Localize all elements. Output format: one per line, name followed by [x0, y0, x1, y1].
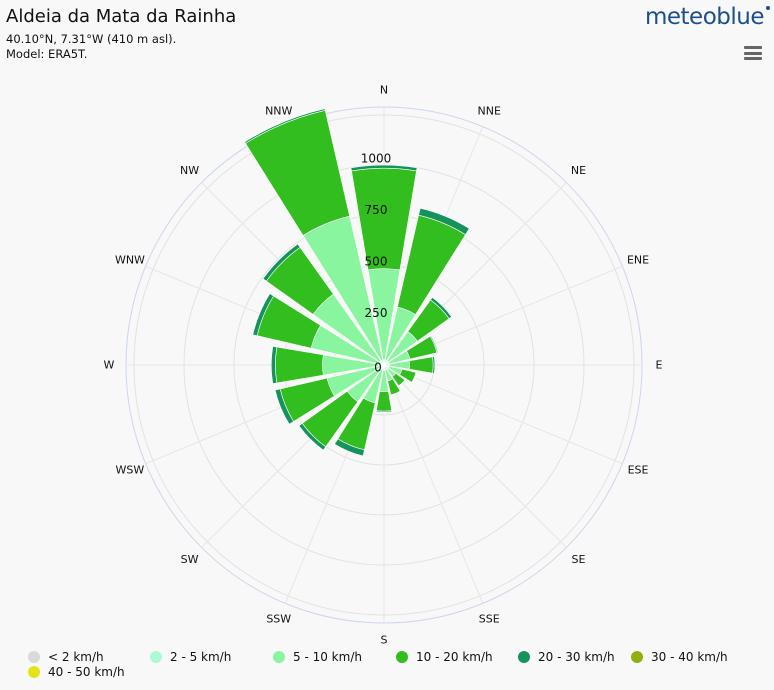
radial-tick-label: 1000 [361, 152, 392, 166]
direction-label: W [104, 359, 115, 372]
bar-segment-E [432, 356, 436, 374]
legend-label: 10 - 20 km/h [416, 650, 493, 664]
legend-item[interactable]: 5 - 10 km/h [273, 650, 362, 664]
radial-tick-label: 750 [365, 203, 388, 217]
legend-swatch-icon [396, 651, 408, 663]
direction-label: WNW [115, 253, 145, 266]
legend-label: 40 - 50 km/h [48, 665, 125, 679]
legend-item[interactable]: 20 - 30 km/h [518, 650, 615, 664]
legend-item[interactable]: 30 - 40 km/h [631, 650, 728, 664]
bar-segment-SE [398, 379, 406, 387]
bar-segment-ESE [411, 372, 417, 384]
bar-segment-W [271, 346, 278, 384]
bar-segment-S [375, 410, 393, 413]
direction-label: NE [571, 164, 586, 177]
grid-spoke [383, 364, 567, 548]
bar-segment-W [275, 346, 324, 384]
legend-swatch-icon [28, 651, 40, 663]
legend-item[interactable]: 2 - 5 km/h [150, 650, 231, 664]
direction-label: E [656, 359, 663, 372]
model-text: Model: ERA5T. [6, 46, 88, 61]
bar-segment-S [376, 390, 392, 412]
logo-dot-icon [766, 6, 770, 10]
chart-labels: N NNE NE ENE E ESE SE SSE S SSW SW WSW W WNW NW NNW 0 250… [104, 84, 663, 647]
radial-tick-label: 500 [365, 255, 388, 269]
legend-item[interactable]: 40 - 50 km/h [28, 665, 125, 679]
bar-segment-NE [430, 296, 453, 319]
bar-segment-N [350, 164, 418, 172]
direction-label: SW [181, 553, 199, 566]
hamburger-menu-icon[interactable] [744, 46, 762, 60]
direction-label: S [381, 634, 388, 647]
direction-label: ESE [628, 464, 649, 477]
legend-item[interactable]: < 2 km/h [28, 650, 104, 664]
legend-label: 20 - 30 km/h [538, 650, 615, 664]
bar-segment-SSE [390, 390, 402, 396]
page-title: Aldeia da Mata da Rainha [6, 6, 237, 27]
bar-segment-WSW [274, 388, 295, 425]
meteoblue-logo[interactable]: meteoblue [644, 4, 765, 30]
direction-label: SSW [266, 613, 291, 626]
legend-label: < 2 km/h [48, 650, 104, 664]
grid-spoke [383, 364, 484, 604]
direction-label: SE [571, 553, 585, 566]
bar-segment-SW [298, 422, 327, 451]
radial-tick-label: 250 [365, 306, 388, 320]
legend-swatch-icon [518, 651, 530, 663]
bar-segment-NNW [244, 108, 326, 144]
direction-label: WSW [116, 464, 145, 477]
legend-swatch-icon [150, 651, 162, 663]
radial-tick-label: 0 [374, 361, 382, 375]
bar-segment-E [408, 356, 434, 374]
legend-label: 5 - 10 km/h [293, 650, 362, 664]
legend-swatch-icon [273, 651, 285, 663]
bar-segment-ENE [429, 335, 439, 354]
direction-label: ENE [627, 253, 649, 266]
coordinates-text: 40.10°N, 7.31°W (410 m asl). [6, 32, 177, 46]
location-info: 40.10°N, 7.31°W (410 m asl). Model: ERA5… [6, 32, 176, 61]
legend-label: 2 - 5 km/h [170, 650, 232, 664]
direction-label: NW [180, 164, 199, 177]
bar-segment-NNW [245, 109, 351, 236]
legend-item[interactable]: 10 - 20 km/h [396, 650, 493, 664]
direction-label: N [380, 84, 388, 97]
direction-label: NNW [265, 104, 292, 117]
chart-bars [244, 108, 470, 457]
bar-segment-NNE [418, 207, 470, 236]
direction-label: SSE [479, 613, 500, 626]
bar-segment-SSW [334, 438, 365, 457]
bar-segment-NW [262, 243, 301, 282]
legend-swatch-icon [28, 666, 40, 678]
bar-segment-WNW [252, 293, 275, 337]
legend-swatch-icon [631, 651, 643, 663]
direction-label: NNE [478, 104, 501, 117]
legend-label: 30 - 40 km/h [651, 650, 728, 664]
grid-spoke [383, 364, 623, 465]
